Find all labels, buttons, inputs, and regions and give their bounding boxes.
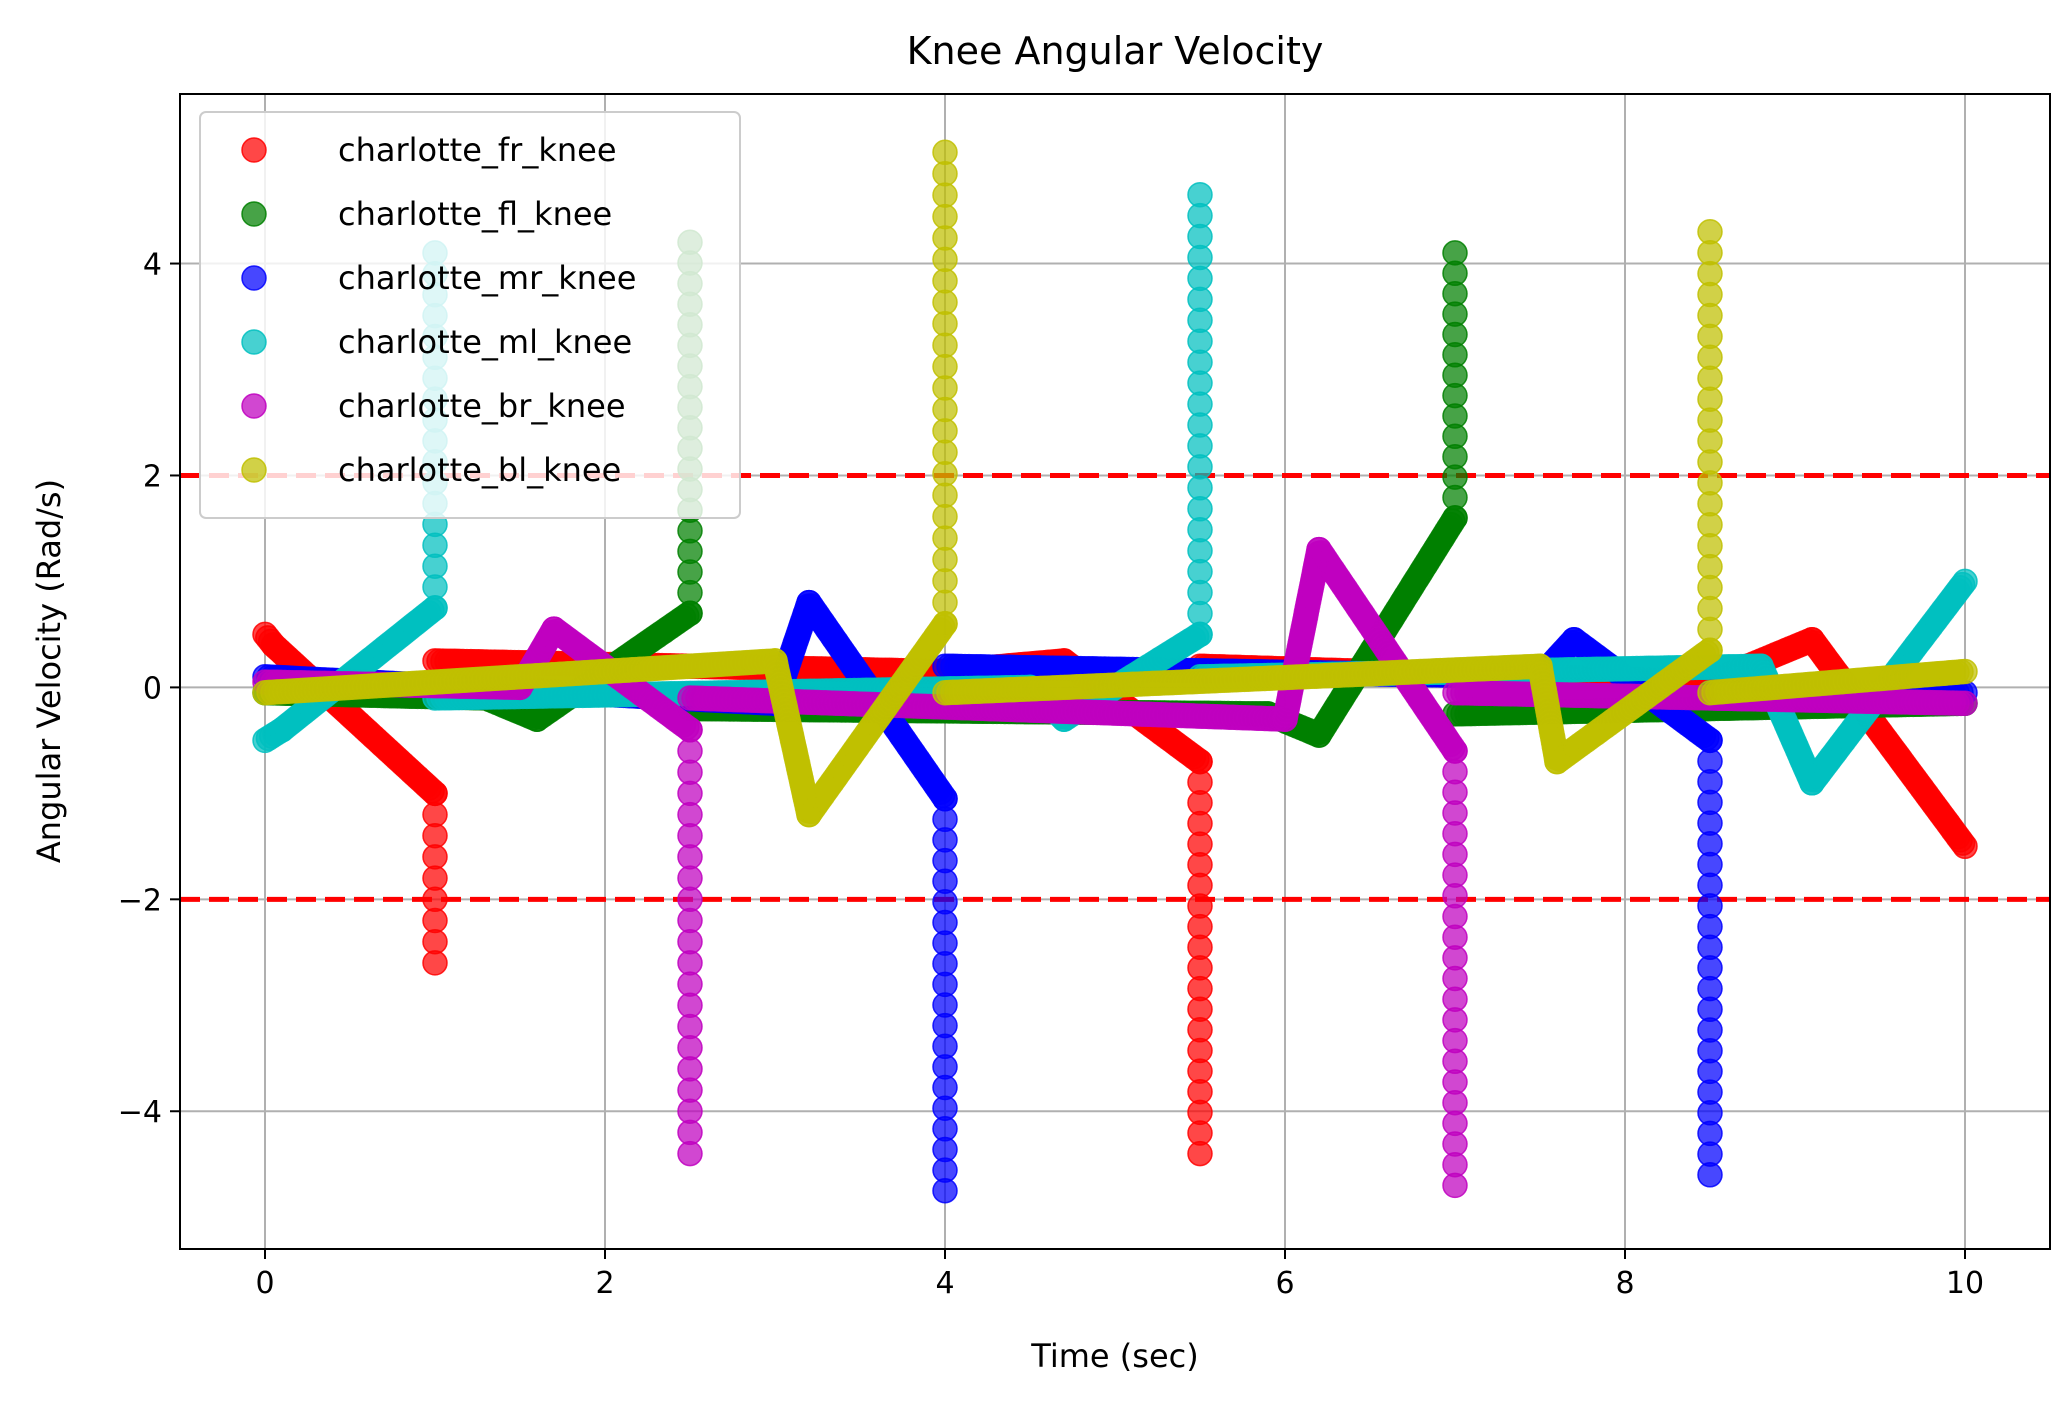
data-point (677, 759, 703, 785)
data-point (677, 717, 703, 743)
data-point (932, 203, 958, 230)
legend-marker (241, 329, 267, 355)
data-point (422, 928, 448, 955)
y-tick-label: −4 (118, 1095, 162, 1130)
data-point (932, 525, 958, 551)
data-point (1952, 658, 1978, 685)
x-tick-label: 4 (935, 1266, 954, 1301)
data-point (422, 865, 448, 891)
data-point (1697, 1162, 1723, 1188)
data-point (677, 1098, 703, 1124)
data-point (677, 928, 703, 955)
data-point (1697, 219, 1723, 245)
data-point (932, 160, 958, 187)
legend-label: charlotte_br_knee (338, 387, 626, 425)
y-tick-label: −2 (118, 883, 162, 918)
legend-marker (241, 265, 267, 291)
data-point (932, 268, 958, 294)
data-point (677, 1140, 703, 1167)
data-point (422, 907, 448, 934)
data-point (677, 907, 703, 934)
legend: charlotte_fr_knee charlotte_fl_kneecharlo… (199, 111, 741, 519)
data-point (1952, 690, 1978, 717)
data-point (932, 418, 958, 444)
legend-label: charlotte_mr_knee (338, 259, 636, 297)
data-point (932, 246, 958, 273)
data-point (932, 1177, 958, 1204)
legend-label: charlotte_ml_knee (338, 323, 632, 361)
data-point (677, 1013, 703, 1040)
x-tick-label: 8 (1615, 1266, 1634, 1301)
data-point (932, 503, 958, 530)
x-tick-label: 6 (1275, 1266, 1294, 1301)
x-tick-label: 10 (1946, 1266, 1984, 1301)
data-point (932, 139, 958, 166)
data-point (677, 844, 703, 870)
data-point (677, 1034, 703, 1061)
legend-marker (241, 137, 267, 163)
data-point (422, 844, 448, 870)
legend-label: charlotte_fr_knee (338, 131, 617, 169)
data-point (932, 310, 958, 337)
data-point (677, 1119, 703, 1146)
data-point (932, 396, 958, 423)
data-point (677, 822, 703, 849)
data-point (677, 971, 703, 997)
data-point (677, 886, 703, 913)
data-point (932, 332, 958, 358)
data-point (1442, 240, 1468, 266)
legend-marker (241, 201, 267, 227)
legend-marker (241, 393, 267, 419)
data-point (422, 886, 448, 913)
data-point (422, 822, 448, 849)
x-axis-label: Time (sec) (1030, 1337, 1198, 1375)
data-point (422, 780, 448, 807)
chart-title: Knee Angular Velocity (907, 29, 1324, 73)
legend-label: charlotte_bl_knee (338, 451, 621, 489)
data-point (932, 611, 958, 637)
data-point (677, 1056, 703, 1082)
data-point (677, 950, 703, 976)
legend-label: charlotte_fl_knee (338, 195, 612, 233)
data-point (932, 225, 958, 251)
data-point (932, 375, 958, 401)
data-point (1442, 1172, 1468, 1199)
data-point (932, 182, 958, 208)
legend-marker (241, 457, 267, 483)
data-point (932, 589, 958, 616)
x-tick-label: 2 (595, 1266, 614, 1301)
data-point (1952, 568, 1978, 595)
data-point (1187, 1140, 1213, 1167)
data-point (932, 482, 958, 508)
data-point (422, 950, 448, 976)
data-point (932, 439, 958, 466)
y-tick-label: 2 (143, 459, 162, 494)
y-axis-label: Angular Velocity (Rad/s) (30, 479, 68, 863)
data-point (677, 738, 703, 764)
data-point (677, 992, 703, 1019)
y-tick-label: 0 (143, 671, 162, 706)
data-point (932, 568, 958, 594)
data-point (932, 353, 958, 380)
data-point (1952, 833, 1978, 860)
x-tick-label: 0 (255, 1266, 274, 1301)
threshold-lines (180, 472, 2050, 902)
plot-area (252, 139, 1978, 1204)
data-point (1187, 181, 1213, 208)
series-charlotte_bl_knee (252, 139, 1978, 828)
data-point (932, 546, 958, 573)
y-tick-label: 4 (143, 248, 162, 283)
data-point (932, 289, 958, 316)
data-point (932, 461, 958, 487)
data-point (677, 780, 703, 807)
data-point (677, 865, 703, 891)
